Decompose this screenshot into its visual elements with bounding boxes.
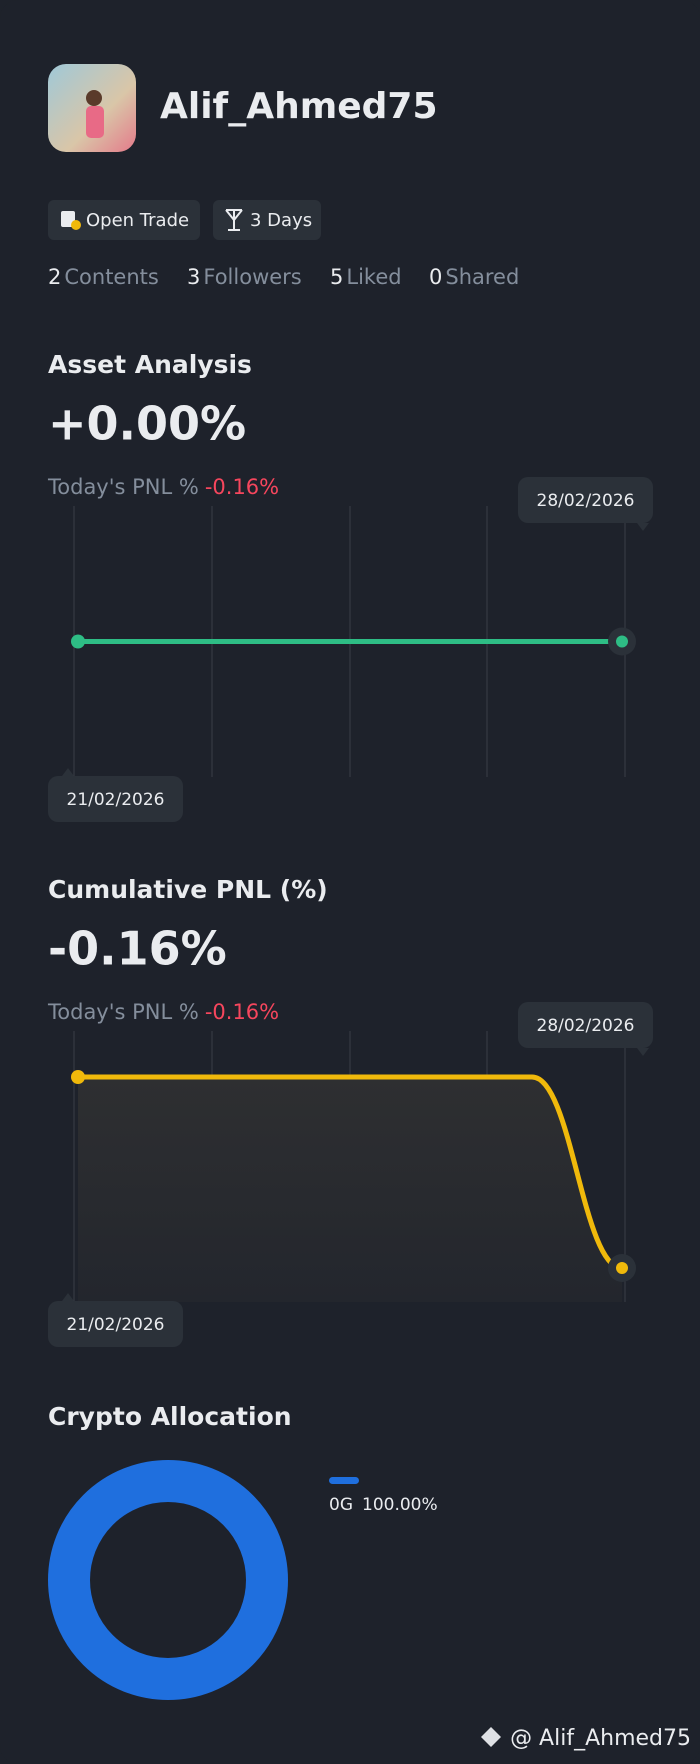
- tooltip-date: 28/02/2026: [537, 491, 635, 511]
- pnl-line: Today's PNL % -0.16%: [47, 1000, 279, 1024]
- pnl-value: -0.16%: [205, 1000, 279, 1024]
- badge: [48, 200, 200, 240]
- legend-entry: 0G 100.00%: [329, 1495, 438, 1515]
- line: [78, 1074, 623, 1271]
- tooltip-arrow: [637, 1048, 649, 1056]
- stat-count: 5: [330, 265, 343, 289]
- avatar-figure: [86, 90, 102, 106]
- stat-count: 0: [429, 265, 442, 289]
- point: [71, 634, 85, 649]
- legend-name: 0G: [329, 1495, 353, 1515]
- stat: 0 Shared: [429, 265, 519, 289]
- badge-icon: [71, 220, 81, 230]
- date-tooltip: [518, 477, 653, 523]
- stat: 3 Followers: [187, 265, 302, 289]
- tooltip-date: 21/02/2026: [67, 790, 165, 810]
- stat: 2 Contents: [48, 265, 159, 289]
- date-tooltip: [48, 776, 183, 822]
- badge-icon: [225, 209, 243, 231]
- donut-slice: [48, 1460, 288, 1700]
- headline-value: -0.16%: [48, 922, 227, 976]
- avatar-figure: [86, 106, 104, 138]
- pnl-line: Today's PNL % -0.16%: [47, 475, 279, 499]
- tooltip-arrow: [637, 523, 649, 531]
- stat-label: Contents: [64, 265, 158, 289]
- section-title: Crypto Allocation: [48, 1402, 292, 1431]
- stat-label: Liked: [346, 265, 401, 289]
- legend-swatch: [329, 1477, 359, 1484]
- watermark: @ Alif_Ahmed75: [510, 1726, 691, 1751]
- tooltip-date: 21/02/2026: [67, 1315, 165, 1335]
- logo: [481, 1727, 501, 1747]
- stats: 2 Contents 3 Followers 5 Liked 0 Shared: [48, 265, 519, 289]
- pnl-label: Today's PNL %: [47, 475, 199, 499]
- section-title: Cumulative PNL (%): [48, 875, 328, 904]
- tooltip-arrow: [62, 768, 74, 776]
- username: Alif_Ahmed75: [160, 86, 438, 127]
- stat-count: 3: [187, 265, 200, 289]
- stat: 5 Liked: [330, 265, 402, 289]
- badge-label: 3 Days: [250, 210, 312, 231]
- headline-value: +0.00%: [48, 397, 246, 451]
- badge-label: Open Trade: [86, 210, 189, 231]
- point: [71, 1070, 85, 1084]
- date-tooltip: [518, 1002, 653, 1048]
- asset-analysis: Asset Analysis +0.00% Today's PNL % -0.16% 2…: [47, 350, 653, 822]
- stat-label: Shared: [445, 265, 519, 289]
- tooltip-arrow: [62, 1293, 74, 1301]
- donut-chart: 0G 100.00%: [48, 1460, 438, 1700]
- section-title: Asset Analysis: [48, 350, 252, 379]
- stat-label: Followers: [203, 265, 301, 289]
- point: [616, 635, 628, 648]
- pnl-value: -0.16%: [205, 475, 279, 499]
- cumulative-pnl: Cumulative PNL (%)-0.16%Today's PNL % -0.…: [47, 875, 653, 1347]
- pnl-label: Today's PNL %: [47, 1000, 199, 1024]
- date-tooltip: [48, 1301, 183, 1347]
- area: [78, 1077, 622, 1302]
- tooltip-date: 28/02/2026: [537, 1016, 635, 1036]
- stat-count: 2: [48, 265, 61, 289]
- point: [616, 1262, 628, 1274]
- legend-value: 100.00%: [362, 1495, 438, 1515]
